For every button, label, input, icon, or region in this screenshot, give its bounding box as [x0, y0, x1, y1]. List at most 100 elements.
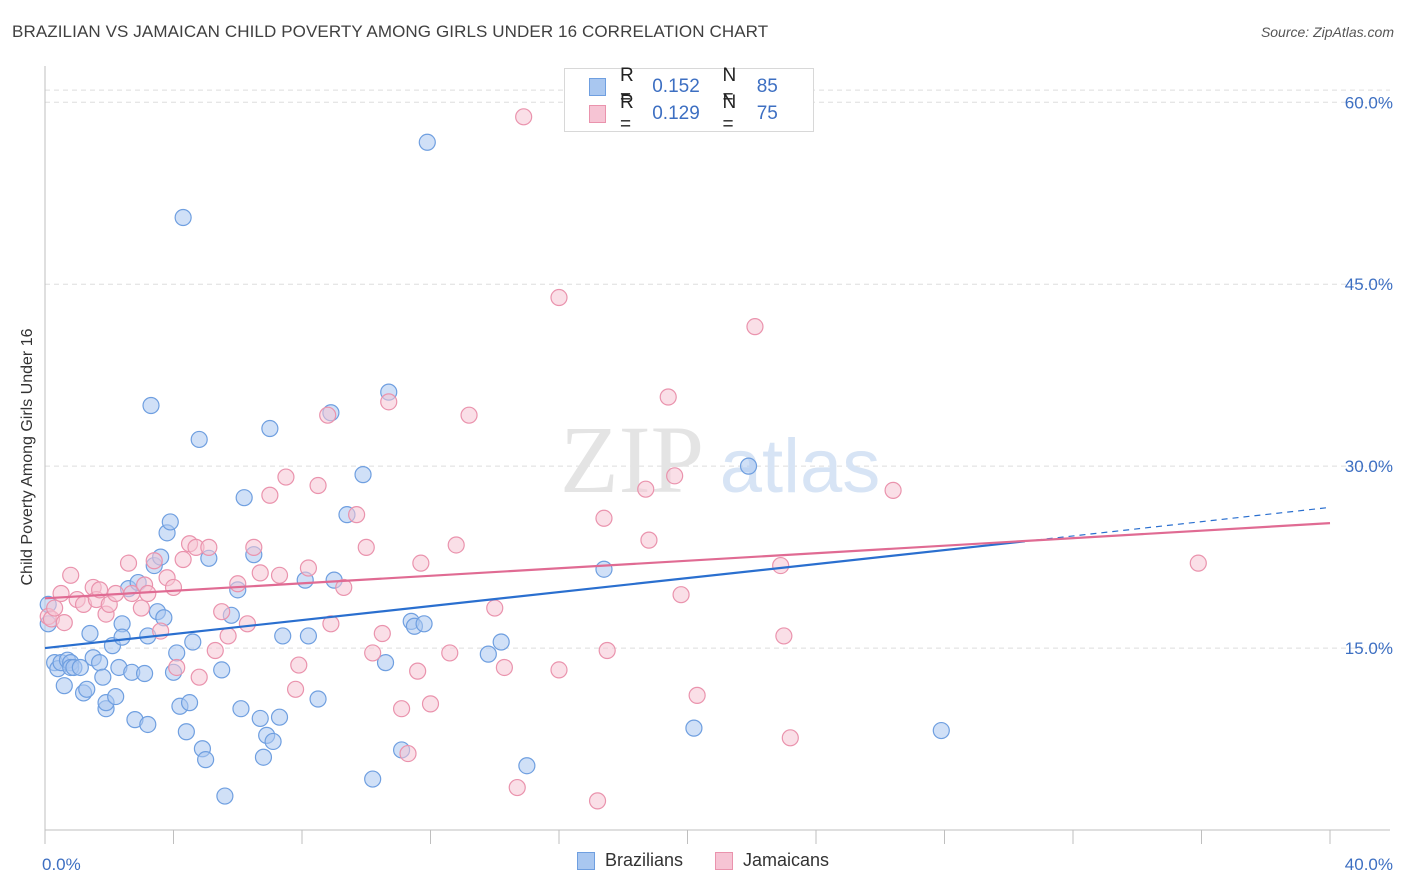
point-jamaicans [190, 668, 208, 686]
point-jamaicans [598, 641, 616, 660]
point-jamaicans [640, 531, 658, 549]
point-jamaicans [168, 658, 186, 677]
point-jamaicans [775, 627, 793, 645]
point-jamaicans [319, 406, 337, 424]
point-jamaicans [421, 695, 440, 713]
point-jamaicans [200, 538, 218, 556]
point-jamaicans [55, 613, 73, 632]
point-jamaicans [550, 288, 568, 307]
y-tick-label: 15.0% [1345, 639, 1393, 658]
point-jamaicans [238, 615, 256, 633]
series-legend: Brazilians Jamaicans [0, 850, 1406, 871]
point-jamaicans [309, 476, 327, 495]
legend-r-value: 0.152 [652, 76, 700, 97]
y-tick-label: 45.0% [1345, 275, 1393, 294]
point-brazilians [270, 708, 289, 726]
trendline-brazilians-extension [1024, 506, 1331, 542]
point-brazilians [739, 457, 758, 475]
point-brazilians [174, 208, 192, 227]
point-brazilians [299, 627, 318, 645]
watermark-zip: ZIP [560, 406, 704, 513]
point-jamaicans [245, 538, 263, 556]
legend-n-value: 75 [756, 103, 778, 124]
point-brazilians [94, 668, 112, 686]
legend-row-brazilians: R = 0.152 N = 85 [589, 65, 813, 108]
point-jamaicans [229, 575, 247, 593]
tick-labels: 15.0% 30.0% 45.0% 60.0% 0.0% 40.0% [42, 93, 1393, 874]
point-brazilians [142, 396, 160, 415]
point-brazilians [235, 489, 253, 507]
legend-n-label: N = [722, 92, 737, 135]
point-jamaicans [206, 641, 224, 660]
point-jamaicans [495, 658, 513, 677]
point-jamaicans [659, 388, 677, 406]
point-jamaicans [46, 599, 64, 617]
legend-row-jamaicans: R = 0.129 N = 75 [589, 92, 813, 135]
point-brazilians [161, 513, 179, 531]
point-brazilians [107, 687, 125, 706]
legend-label-jamaicans: Jamaicans [742, 850, 830, 870]
point-brazilians [216, 787, 234, 805]
trend-layer [44, 506, 1331, 650]
legend-swatch-jamaicans [714, 851, 733, 870]
point-brazilians [113, 628, 131, 646]
x-tick-label: 40.0% [1345, 855, 1393, 874]
legend-label-brazilians: Brazilians [604, 850, 683, 870]
point-brazilians [184, 633, 202, 651]
point-brazilians [264, 732, 282, 751]
legend-n-value: 85 [756, 76, 778, 97]
point-brazilians [78, 680, 96, 698]
point-brazilians [354, 466, 372, 484]
point-jamaicans [373, 624, 391, 643]
point-brazilians [168, 644, 186, 662]
point-brazilians [251, 709, 269, 728]
grid-layer [45, 89, 1390, 649]
point-jamaicans [460, 406, 478, 424]
legend-item-brazilians[interactable]: Brazilians [576, 850, 683, 871]
point-jamaicans [164, 578, 183, 597]
point-jamaicans [595, 509, 613, 527]
legend-item-jamaicans[interactable]: Jamaicans [714, 850, 830, 871]
point-brazilians [261, 419, 279, 438]
y-axis-label: Child Poverty Among Girls Under 16 [19, 328, 36, 586]
watermark: ZIP atlas [560, 406, 880, 513]
point-jamaicans [132, 599, 150, 617]
point-jamaicans [219, 627, 237, 645]
point-brazilians [91, 654, 109, 672]
point-jamaicans [174, 550, 192, 569]
trendline-jamaicans [44, 522, 1331, 600]
legend-swatch-brazilians [576, 851, 595, 870]
point-jamaicans [322, 615, 340, 633]
y-tick-label: 30.0% [1345, 457, 1393, 476]
point-jamaicans [672, 586, 690, 604]
legend-swatch-brazilians [589, 78, 606, 96]
point-jamaicans [251, 564, 269, 582]
point-brazilians [376, 654, 395, 672]
point-jamaicans [447, 536, 465, 554]
point-jamaicans [550, 661, 568, 679]
point-jamaicans [213, 603, 231, 621]
point-brazilians [415, 615, 433, 633]
correlation-legend: R = 0.152 N = 85 R = 0.129 N = 75 [564, 65, 814, 135]
point-jamaicans [261, 486, 279, 504]
point-jamaicans [62, 566, 80, 584]
point-jamaicans [588, 792, 607, 810]
point-jamaicans [666, 467, 684, 485]
point-brazilians [55, 677, 73, 695]
point-brazilians [197, 751, 215, 769]
point-brazilians [81, 624, 99, 643]
point-jamaicans [1189, 554, 1207, 572]
point-jamaicans [52, 584, 70, 603]
legend-swatch-jamaicans [589, 105, 606, 123]
point-brazilians [190, 430, 208, 449]
point-jamaicans [299, 559, 318, 577]
point-brazilians [492, 633, 510, 651]
point-jamaicans [364, 644, 382, 662]
point-brazilians [932, 721, 950, 740]
point-jamaicans [380, 393, 398, 411]
point-jamaicans [637, 480, 655, 498]
point-brazilians [177, 723, 195, 741]
point-brazilians [180, 694, 199, 712]
point-brazilians [71, 658, 89, 677]
